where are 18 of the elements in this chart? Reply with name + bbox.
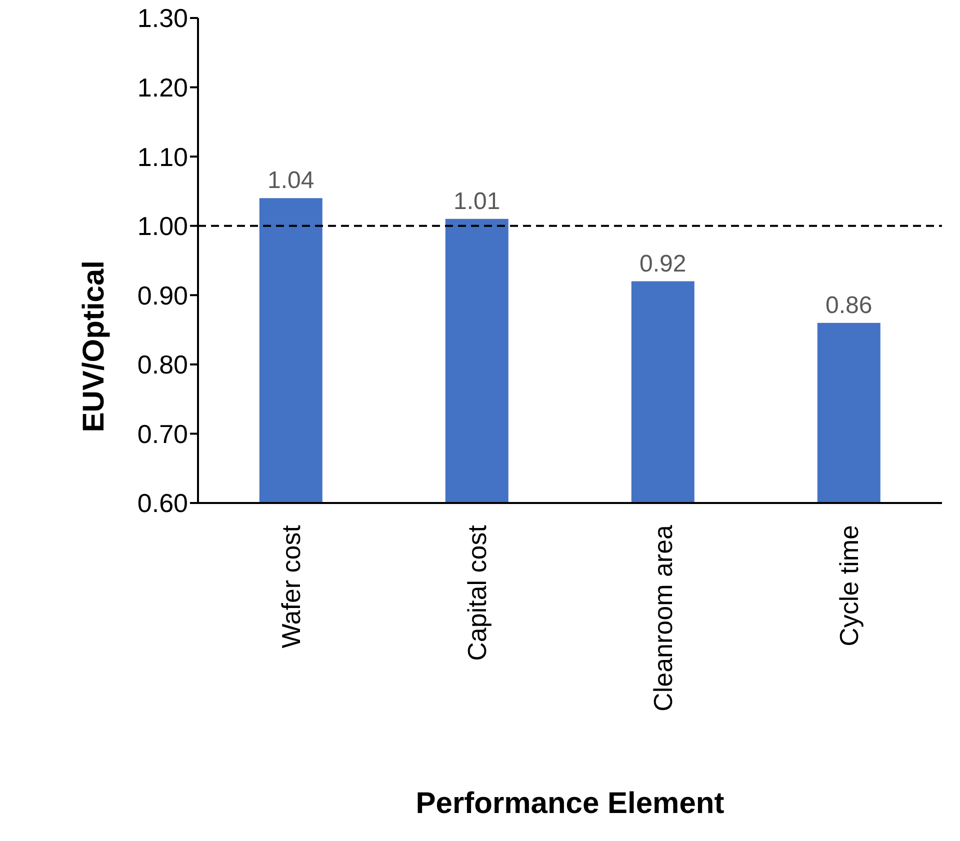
y-tick-label: 1.00 [137, 211, 188, 242]
x-tick-label: Capital cost [462, 524, 492, 661]
y-tick-label: 0.80 [137, 350, 188, 380]
x-axis-title: Performance Element [416, 787, 724, 820]
x-tick-label: Cycle time [834, 525, 864, 646]
y-tick-label: 1.20 [137, 72, 188, 103]
y-tick-label: 0.60 [137, 488, 188, 518]
y-tick-label: 0.90 [137, 280, 188, 310]
data-label: 1.04 [268, 167, 314, 194]
data-label: 0.92 [640, 250, 686, 278]
data-label: 1.01 [454, 188, 500, 215]
y-tick-label: 1.10 [137, 142, 188, 172]
y-tick-label: 1.30 [137, 3, 188, 34]
x-tick-label: Cleanroom area [648, 524, 678, 712]
y-axis-title: EUV/Optical [78, 260, 111, 432]
x-tick-label: Wafer cost [276, 524, 306, 648]
y-tick-label: 0.70 [137, 418, 188, 449]
data-label: 0.86 [826, 292, 872, 319]
